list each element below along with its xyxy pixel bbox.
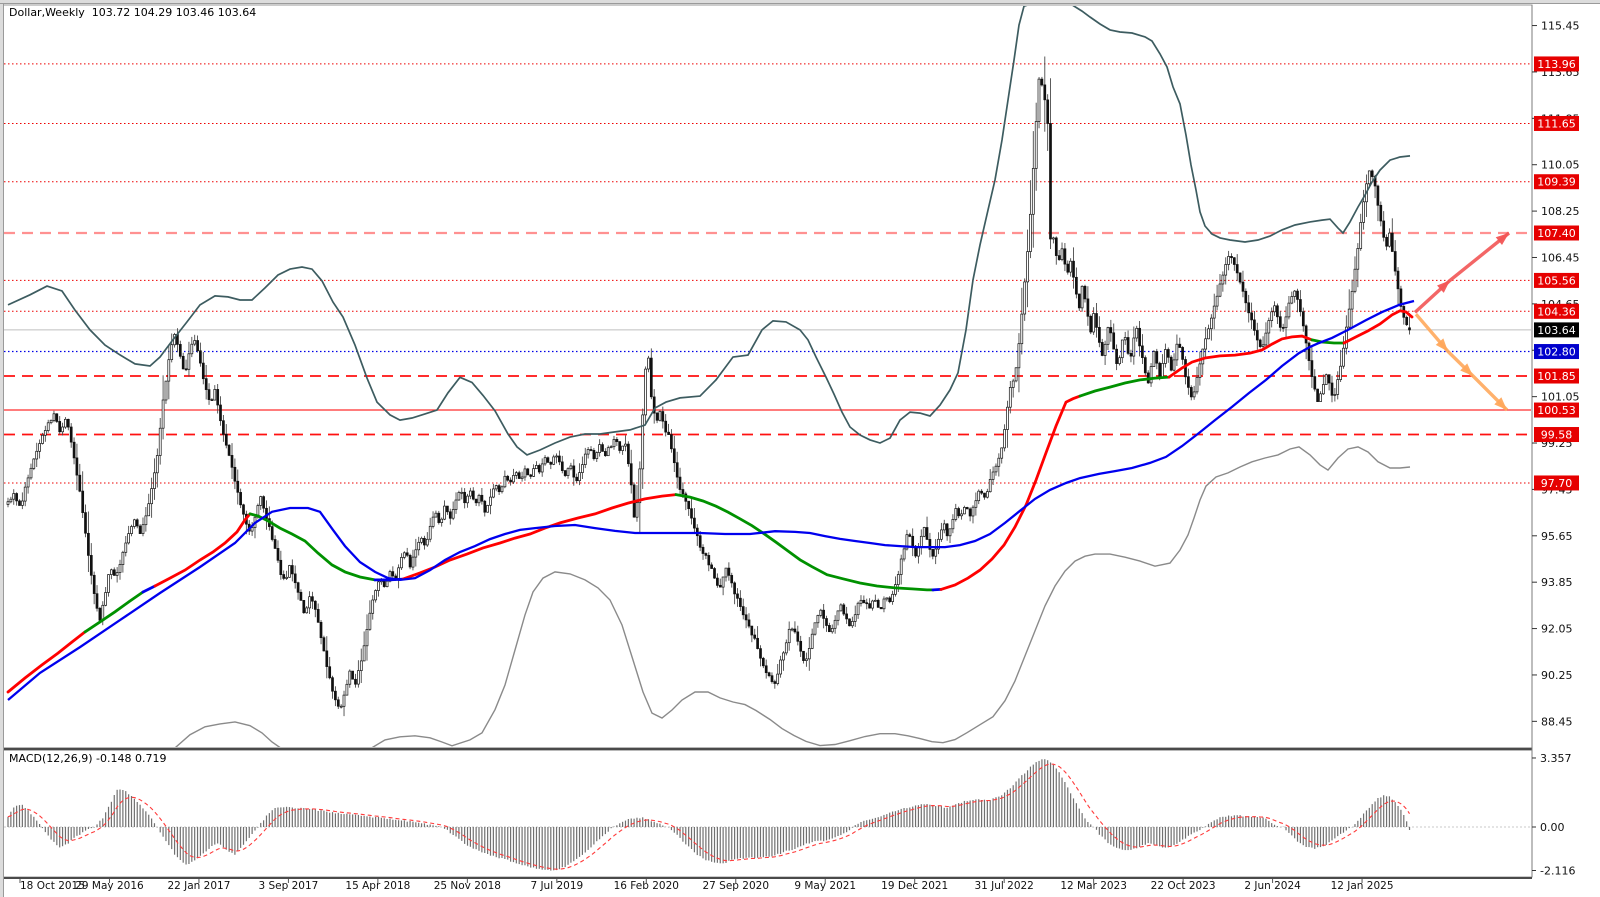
arrow-head <box>1494 397 1507 411</box>
macd-signal-line <box>7 763 1410 870</box>
macd-axis-label: 0.00 <box>1540 821 1565 834</box>
colored-ma-segment-9 <box>939 394 1082 591</box>
price-axis: 115.45113.65111.85110.05108.25106.45104.… <box>1532 20 1580 878</box>
svg-text:104.36: 104.36 <box>1537 305 1576 318</box>
date-tick-label: 16 Feb 2020 <box>614 880 679 892</box>
price-badge-109.39: 109.39 <box>1534 174 1579 190</box>
price-tick-label: 110.05 <box>1541 159 1580 172</box>
svg-text:97.70: 97.70 <box>1541 477 1573 490</box>
colored-ma-segment-3 <box>153 512 252 588</box>
bearish-arrow[interactable] <box>1414 313 1509 412</box>
candlestick-series <box>6 56 1411 717</box>
date-tick-label: 3 Sep 2017 <box>258 880 318 892</box>
colored-ma-segment-0 <box>6 630 87 694</box>
arrow-head <box>1435 338 1448 352</box>
svg-text:99.58: 99.58 <box>1541 429 1573 442</box>
svg-text:105.56: 105.56 <box>1537 274 1576 287</box>
window-left-border <box>0 0 4 897</box>
date-tick-label: 12 Mar 2023 <box>1060 880 1127 892</box>
price-tick-label: 108.25 <box>1541 205 1580 218</box>
date-tick-label: 22 Jan 2017 <box>167 880 230 892</box>
date-tick-label: 12 Jan 2025 <box>1331 880 1394 892</box>
colored-ma-segment-13 <box>1342 309 1414 345</box>
bullish-arrow[interactable] <box>1413 231 1511 314</box>
arrow-head <box>1437 280 1450 293</box>
colored-ma-segment-12 <box>1310 338 1346 345</box>
date-tick-label: 27 Sep 2020 <box>702 880 769 892</box>
svg-text:109.39: 109.39 <box>1537 176 1576 189</box>
price-tick-label: 88.45 <box>1541 715 1573 728</box>
blue-moving-average <box>7 299 1415 701</box>
price-badge-107.40: 107.40 <box>1534 225 1579 241</box>
macd-pane-content <box>4 759 1531 871</box>
colored-ma-segment-11 <box>1167 334 1314 379</box>
price-tick-label: 92.05 <box>1541 623 1573 636</box>
date-tick-label: 25 Nov 2018 <box>434 880 501 892</box>
price-badge-113.96: 113.96 <box>1534 56 1579 72</box>
colored-ma-segment-10 <box>1078 375 1171 398</box>
price-tick-label: 101.05 <box>1541 391 1580 404</box>
bollinger-upper-band <box>7 6 1411 456</box>
price-badge-101.85: 101.85 <box>1534 368 1579 384</box>
macd-indicator-label: MACD(12,26,9) -0.148 0.719 <box>9 752 167 765</box>
date-tick-label: 2 Jun 2024 <box>1244 880 1301 892</box>
price-badge-105.56: 105.56 <box>1534 272 1579 288</box>
macd-histogram <box>7 759 1411 871</box>
macd-pane[interactable] <box>2 749 1533 878</box>
price-badge-111.65: 111.65 <box>1534 115 1579 131</box>
price-tick-label: 90.25 <box>1541 669 1573 682</box>
colored-ma-segment-4 <box>248 512 377 582</box>
price-badge-100.53: 100.53 <box>1534 402 1579 418</box>
macd-axis-label: -2.116 <box>1540 865 1575 878</box>
window-top-border <box>0 0 1600 4</box>
chart-title: Dollar,Weekly 103.72 104.29 103.46 103.6… <box>9 6 257 19</box>
colored-ma-segment-1 <box>83 590 145 634</box>
bollinger-lower-band <box>174 446 1411 747</box>
price-badge-97.70: 97.70 <box>1534 475 1579 491</box>
svg-text:103.64: 103.64 <box>1537 324 1576 337</box>
date-tick-label: 31 Jul 2022 <box>974 880 1033 892</box>
date-tick-label: 15 Apr 2018 <box>345 880 410 892</box>
date-tick-label: 7 Jul 2019 <box>530 880 583 892</box>
date-tick-label: 19 Dec 2021 <box>881 880 948 892</box>
svg-text:102.80: 102.80 <box>1537 346 1576 359</box>
macd-axis-label: 3.357 <box>1540 752 1572 765</box>
svg-text:107.40: 107.40 <box>1537 227 1576 240</box>
price-tick-label: 115.45 <box>1541 20 1580 33</box>
price-tick-label: 106.45 <box>1541 251 1580 264</box>
arrow-head <box>1460 363 1473 377</box>
price-tick-label: 93.85 <box>1541 576 1573 589</box>
colored-ma-segment-7 <box>674 493 935 592</box>
price-badge-102.80: 102.80 <box>1534 344 1579 360</box>
colored-ma-segment-6 <box>401 493 678 581</box>
svg-text:101.85: 101.85 <box>1537 370 1576 383</box>
svg-text:113.96: 113.96 <box>1537 58 1576 71</box>
projection-arrows[interactable] <box>1413 229 1512 413</box>
price-tick-label: 95.65 <box>1541 530 1573 543</box>
date-tick-label: 18 Oct 2015 <box>20 880 85 892</box>
price-pane-content <box>4 6 1531 747</box>
date-tick-label: 9 May 2021 <box>794 880 856 892</box>
price-badge-99.58: 99.58 <box>1534 427 1579 443</box>
date-tick-label: 29 May 2016 <box>75 880 144 892</box>
svg-text:100.53: 100.53 <box>1537 404 1576 417</box>
svg-text:111.65: 111.65 <box>1537 117 1576 130</box>
price-badge-104.36: 104.36 <box>1534 303 1579 319</box>
colored-ma-segment-2 <box>141 584 157 594</box>
date-tick-label: 22 Oct 2023 <box>1151 880 1216 892</box>
price-badge-103.64: 103.64 <box>1534 322 1579 338</box>
horizontal-levels[interactable] <box>4 63 1531 484</box>
arrow-head <box>1495 233 1509 246</box>
